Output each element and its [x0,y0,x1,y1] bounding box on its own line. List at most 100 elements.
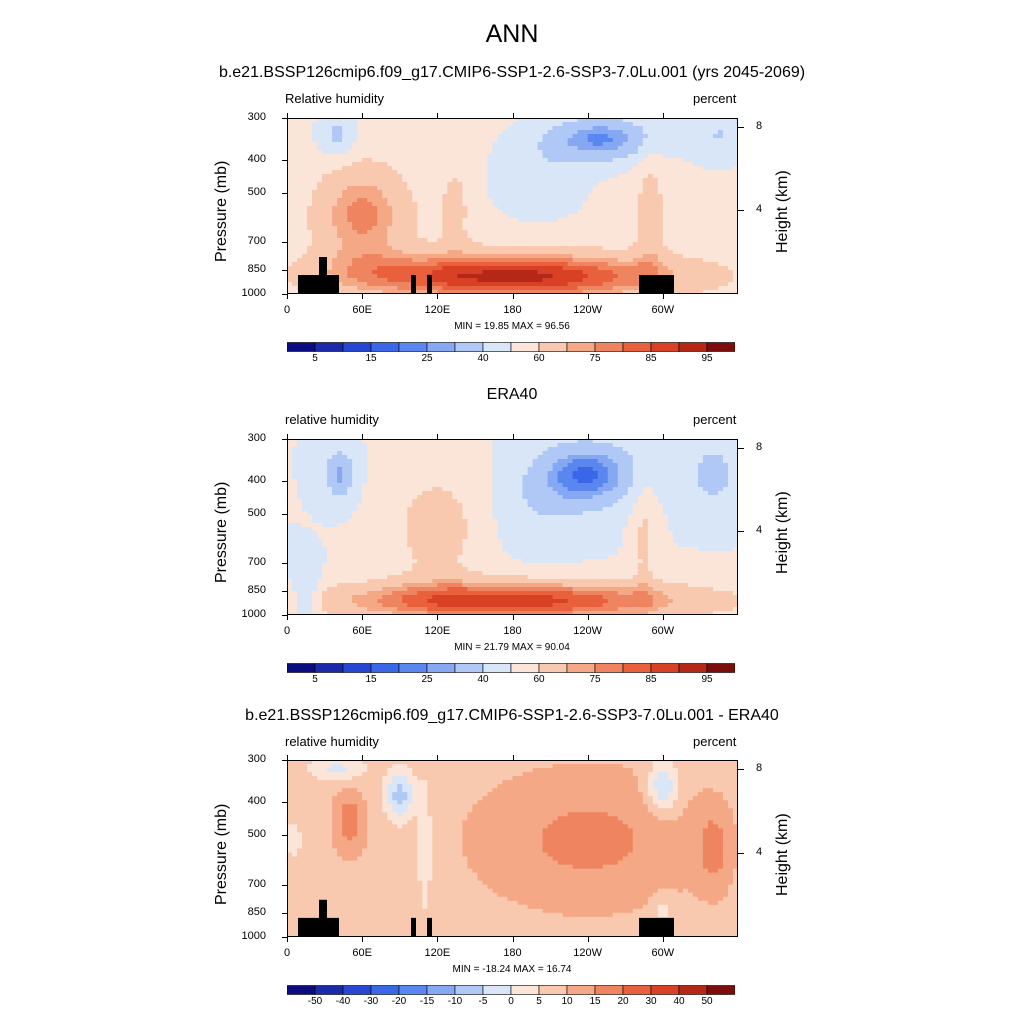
longitude-tick [287,937,288,942]
longitude-tick-label: 60W [651,625,675,637]
topography-mask [639,917,674,937]
colorbar-label: -15 [419,996,435,1007]
height-axis-label: Height (km) [774,491,791,574]
longitude-tick [287,615,288,620]
units-label: percent [693,412,737,427]
colorbar-swatch [622,342,652,352]
colorbar-swatch [678,985,708,995]
longitude-tick-label: 120W [573,304,603,316]
pressure-tick [282,294,287,295]
colorbar-swatch [370,985,400,995]
colorbar-swatch [594,985,624,995]
longitude-tick [362,615,364,620]
height-tick-label: 8 [756,119,763,132]
longitude-tick-top [662,755,664,760]
height-tick [738,852,744,854]
longitude-tick-label: 60E [352,947,372,959]
pressure-tick [282,118,287,119]
colorbar-swatch [678,663,708,673]
colorbar-swatch [622,663,652,673]
longitude-tick-label: 180 [503,625,522,637]
pressure-tick [282,913,287,915]
longitude-tick-top [287,755,288,760]
pressure-tick-label: 300 [247,432,266,444]
colorbar-swatch [426,985,456,995]
longitude-tick-label: 180 [503,304,522,316]
colorbar-swatch [287,342,316,352]
colorbar-label: 95 [701,353,713,364]
colorbar-swatch [342,342,372,352]
pressure-tick [282,192,287,194]
colorbar-label: 40 [673,996,685,1007]
pressure-tick-label: 1000 [241,287,266,299]
colorbar-swatch [370,663,400,673]
plot-frame [287,760,738,937]
pressure-tick [282,615,287,616]
colorbar-swatch [538,663,568,673]
longitude-tick [512,294,514,299]
colorbar-swatch [566,985,596,995]
longitude-tick [587,937,589,942]
pressure-tick [282,884,287,886]
longitude-tick-label: 120W [573,947,603,959]
colorbar-label: 0 [508,996,514,1007]
panel-title: b.e21.BSSP126cmip6.f09_g17.CMIP6-SSP1-2.… [218,64,806,81]
pressure-axis-label: Pressure (mb) [213,803,230,905]
longitude-tick-top [437,755,439,760]
longitude-tick-label: 60W [651,947,675,959]
height-tick-label: 4 [756,203,763,216]
topography-mask [327,275,339,294]
colorbar-swatch [538,985,568,995]
colorbar-swatch [594,342,624,352]
colorbar-label: 95 [701,674,713,685]
colorbar-swatch [314,985,344,995]
colorbar-label: 30 [645,996,657,1007]
colorbar-label: 10 [561,996,573,1007]
colorbar-swatch [650,985,680,995]
longitude-tick-top [362,434,364,439]
colorbar-label: 5 [312,674,318,685]
colorbar-swatch [314,663,344,673]
colorbar-label: -40 [335,996,351,1007]
topography-mask [427,275,432,294]
variable-label: Relative humidity [285,91,384,106]
pressure-tick-label: 1000 [241,930,266,942]
colorbar-swatch [398,342,428,352]
height-tick [738,126,744,128]
height-axis-label: Height (km) [774,812,791,896]
colorbar-swatch [482,342,512,352]
pressure-tick-label: 1000 [241,608,266,620]
longitude-tick-label: 0 [283,304,291,316]
pressure-tick [282,270,287,272]
pressure-tick [282,481,287,483]
contour-plot [287,118,738,294]
colorbar-swatch [678,342,708,352]
colorbar-swatch [454,342,484,352]
longitude-tick-top [662,434,664,439]
longitude-tick-label: 60E [352,304,372,316]
colorbar-swatch [370,342,400,352]
height-tick [738,210,744,212]
colorbar-swatch [342,663,372,673]
height-tick [738,447,744,449]
colorbar-label: -50 [307,996,323,1007]
longitude-tick-label: 120W [573,625,603,637]
units-label: percent [693,734,737,749]
pressure-tick [282,439,287,440]
longitude-tick [287,294,288,299]
contour-plot [287,760,738,937]
longitude-tick [662,937,664,942]
longitude-tick-label: 60E [352,625,372,637]
colorbar-label: 50 [701,996,713,1007]
colorbar-label: 15 [365,674,377,685]
colorbar-label: 25 [421,674,433,685]
longitude-tick [662,294,664,299]
colorbar-swatch [566,342,596,352]
contour-plot [287,439,738,615]
pressure-tick-label: 300 [247,111,266,123]
height-tick-label: 4 [756,524,763,537]
longitude-tick-top [437,434,439,439]
colorbar-swatch [510,663,540,673]
pressure-tick [282,562,287,564]
longitude-tick-top [587,113,589,118]
